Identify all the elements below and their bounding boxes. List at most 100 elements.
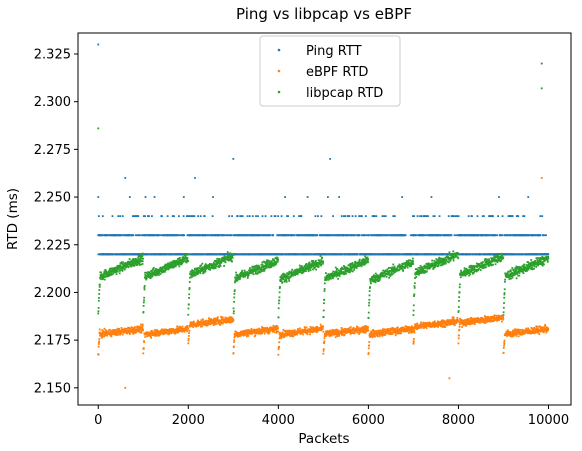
data-point-libpcap-rtd	[462, 270, 465, 273]
data-point-libpcap-rtd	[536, 262, 539, 264]
data-point-ping-rtt	[420, 215, 423, 218]
data-point-ping-rtt	[269, 234, 272, 237]
data-point-libpcap-rtd	[413, 282, 416, 285]
data-point-libpcap-rtd	[109, 269, 111, 271]
data-point-libpcap-rtd	[401, 268, 404, 271]
data-point-libpcap-rtd	[159, 273, 162, 275]
data-point-libpcap-rtd	[187, 307, 190, 310]
data-point-libpcap-rtd	[171, 264, 173, 267]
data-point-libpcap-rtd	[458, 291, 461, 293]
data-point-ping-rtt	[420, 253, 423, 256]
data-point-libpcap-rtd	[376, 274, 379, 277]
data-point-ping-rtt	[239, 234, 241, 237]
data-point-libpcap-rtd	[254, 265, 257, 267]
data-point-libpcap-rtd	[423, 270, 425, 273]
data-point-libpcap-rtd	[442, 261, 445, 263]
data-point-libpcap-rtd	[220, 261, 223, 263]
data-point-libpcap-rtd	[455, 255, 458, 258]
data-point-libpcap-rtd	[276, 260, 279, 263]
data-point-libpcap-rtd	[158, 271, 161, 274]
data-point-libpcap-rtd	[213, 265, 216, 268]
data-point-libpcap-rtd	[305, 270, 307, 272]
data-point-libpcap-rtd	[189, 276, 191, 279]
data-point-ping-rtt	[294, 234, 296, 237]
data-point-libpcap-rtd	[523, 265, 526, 268]
data-point-libpcap-rtd	[283, 276, 286, 279]
data-point-libpcap-rtd	[333, 273, 336, 276]
data-point-libpcap-rtd	[514, 272, 517, 275]
data-point-libpcap-rtd	[259, 271, 262, 274]
data-point-libpcap-rtd	[266, 261, 269, 264]
data-point-libpcap-rtd	[481, 262, 483, 265]
data-point-libpcap-rtd	[324, 279, 326, 281]
data-point-libpcap-rtd	[277, 316, 280, 319]
data-point-libpcap-rtd	[187, 303, 190, 306]
data-point-libpcap-rtd	[281, 274, 283, 277]
data-point-libpcap-rtd	[433, 266, 435, 269]
data-point-libpcap-rtd	[169, 261, 172, 264]
data-point-libpcap-rtd	[140, 253, 143, 256]
data-point-libpcap-rtd	[439, 259, 441, 262]
data-point-libpcap-rtd	[181, 256, 184, 259]
data-point-libpcap-rtd	[268, 260, 271, 263]
data-point-libpcap-rtd	[334, 266, 337, 269]
data-point-libpcap-rtd	[423, 271, 426, 274]
data-point-libpcap-rtd	[232, 307, 235, 310]
data-point-libpcap-rtd	[295, 271, 298, 274]
data-point-libpcap-rtd	[398, 268, 401, 271]
data-point-libpcap-rtd	[373, 274, 376, 277]
data-point-libpcap-rtd	[236, 278, 239, 281]
data-point-libpcap-rtd	[217, 262, 220, 264]
data-point-ping-rtt	[300, 215, 303, 218]
data-point-libpcap-rtd	[452, 250, 455, 253]
data-point-libpcap-rtd	[332, 270, 335, 273]
data-point-libpcap-rtd	[121, 267, 124, 270]
data-point-libpcap-rtd	[368, 287, 371, 289]
data-point-libpcap-rtd	[463, 271, 466, 274]
data-point-libpcap-rtd	[167, 268, 170, 271]
data-point-libpcap-rtd	[536, 259, 539, 261]
data-point-libpcap-rtd	[97, 307, 100, 309]
data-point-libpcap-rtd	[428, 265, 431, 268]
data-point-ping-rtt	[191, 215, 193, 218]
data-point-ping-rtt	[339, 234, 342, 237]
data-point-libpcap-rtd	[120, 261, 123, 264]
data-point-ping-rtt	[392, 215, 395, 218]
data-point-libpcap-rtd	[383, 275, 385, 278]
data-point-libpcap-rtd	[118, 272, 121, 275]
data-point-ping-rtt	[523, 215, 526, 218]
data-point-libpcap-rtd	[379, 275, 381, 278]
data-point-ping-rtt	[284, 196, 287, 198]
data-point-libpcap-rtd	[296, 273, 299, 276]
data-point-ping-rtt	[136, 234, 139, 237]
data-point-libpcap-rtd	[333, 275, 335, 278]
data-point-libpcap-rtd	[227, 259, 230, 262]
data-point-libpcap-rtd	[351, 266, 353, 269]
data-point-libpcap-rtd	[441, 264, 444, 266]
data-point-libpcap-rtd	[182, 256, 185, 258]
data-point-libpcap-rtd	[313, 267, 316, 270]
data-point-ping-rtt	[469, 253, 472, 256]
data-point-libpcap-rtd	[368, 298, 371, 301]
data-point-libpcap-rtd	[307, 265, 309, 267]
data-point-libpcap-rtd	[164, 265, 166, 267]
data-point-ping-rtt	[316, 234, 319, 237]
data-point-libpcap-rtd	[194, 273, 197, 275]
data-point-libpcap-rtd	[503, 293, 506, 296]
data-point-libpcap-rtd	[257, 268, 260, 271]
data-point-libpcap-rtd	[413, 285, 416, 288]
data-point-libpcap-rtd	[257, 271, 260, 273]
data-point-libpcap-rtd	[348, 271, 351, 274]
data-point-libpcap-rtd	[98, 297, 100, 299]
data-point-libpcap-rtd	[100, 271, 103, 274]
data-point-libpcap-rtd	[318, 260, 321, 263]
data-point-libpcap-rtd	[235, 277, 238, 280]
data-point-libpcap-rtd	[527, 267, 529, 270]
data-point-libpcap-rtd	[408, 262, 411, 265]
data-point-ping-rtt	[211, 215, 214, 218]
data-point-ping-rtt	[490, 215, 492, 218]
data-point-libpcap-rtd	[378, 279, 381, 282]
data-point-ping-rtt	[387, 234, 390, 237]
data-point-libpcap-rtd	[542, 262, 544, 265]
